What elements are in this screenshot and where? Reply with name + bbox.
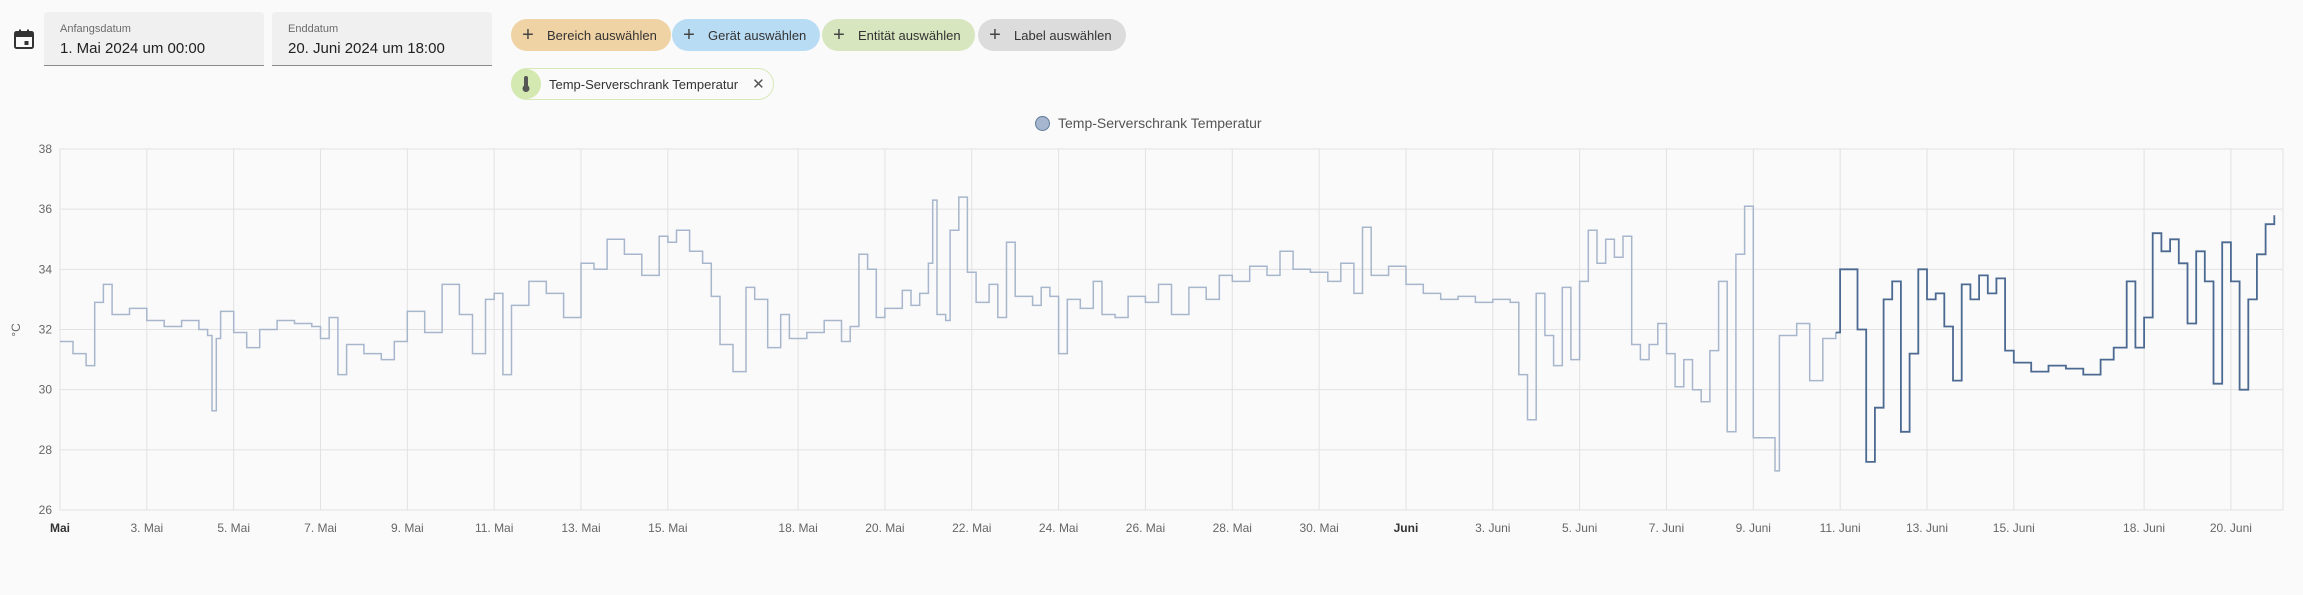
plus-icon: + [989,24,1001,46]
y-tick-label: 28 [39,443,53,457]
series-line-recent [1835,215,2276,463]
x-tick-label: 22. Mai [952,521,991,535]
plus-icon: + [683,24,695,46]
x-tick-label: 18. Juni [2123,521,2165,535]
x-tick-label: 13. Juni [1906,521,1948,535]
x-tick-label: 5. Juni [1562,521,1597,535]
plus-icon: + [833,24,845,46]
y-tick-label: 38 [39,142,53,156]
chip-label: Entität auswählen [858,27,961,43]
x-tick-label: 7. Juni [1649,521,1684,535]
select-entity-chip[interactable]: + Entität auswählen [822,19,975,51]
x-tick-label: 11. Mai [475,521,513,535]
x-tick-label: 30. Mai [1299,521,1338,535]
chart-grid [59,148,2284,511]
thermometer-icon [511,69,541,99]
x-tick-label: 28. Mai [1213,521,1252,535]
x-tick-label: 18. Mai [778,521,817,535]
x-tick-label: 11. Juni [1820,521,1861,535]
x-tick-label: 5. Mai [217,521,250,535]
y-tick-label: 32 [39,323,53,337]
close-icon[interactable]: ✕ [752,76,765,93]
selected-entity-chip[interactable]: Temp-Serverschrank Temperatur ✕ [511,68,774,100]
x-tick-label: 3. Juni [1475,521,1510,535]
y-axis-label: °C [9,323,23,337]
x-axis-ticks: Mai 3. Mai 5. Mai 7. Mai 9. Mai 11. Mai 13. Ma… [50,521,2252,535]
y-tick-label: 34 [39,262,53,276]
x-tick-label: 20. Juni [2210,521,2252,535]
start-date-field[interactable]: Anfangsdatum 1. Mai 2024 um 00:00 [44,12,264,66]
x-tick-label: Juni [1394,521,1419,535]
end-date-label: Enddatum [288,23,339,35]
x-tick-label: 9. Mai [391,521,424,535]
chart-legend-item[interactable]: Temp-Serverschrank Temperatur [1035,115,1262,131]
y-tick-label: 26 [39,503,53,517]
select-label-chip[interactable]: + Label auswählen [978,19,1126,51]
legend-swatch [1035,115,1050,131]
chart-series [60,196,2276,472]
end-date-field[interactable]: Enddatum 20. Juni 2024 um 18:00 [272,12,492,66]
calendar-icon[interactable] [12,27,36,51]
x-tick-label: 7. Mai [304,521,337,535]
x-tick-label: 26. Mai [1126,521,1165,535]
chip-label: Gerät auswählen [708,27,807,43]
chip-label: Label auswählen [1014,27,1112,43]
y-tick-label: 36 [39,202,53,216]
x-tick-label: 13. Mai [561,521,600,535]
y-axis-ticks: 26 28 30 32 34 36 38 [39,142,53,517]
end-date-value: 20. Juni 2024 um 18:00 [288,40,445,57]
x-tick-label: 15. Juni [1993,521,2035,535]
select-area-chip[interactable]: + Bereich auswählen [511,19,671,51]
y-tick-label: 30 [39,383,53,397]
x-tick-label: 20. Mai [865,521,904,535]
series-line-older [60,196,1837,472]
x-tick-label: 9. Juni [1736,521,1771,535]
start-date-label: Anfangsdatum [60,23,131,35]
plus-icon: + [522,24,534,46]
select-device-chip[interactable]: + Gerät auswählen [672,19,821,51]
x-tick-label: 15. Mai [648,521,687,535]
legend-label: Temp-Serverschrank Temperatur [1058,115,1262,131]
selected-entity-label: Temp-Serverschrank Temperatur [549,76,739,92]
x-tick-label: 3. Mai [130,521,163,535]
chip-label: Bereich auswählen [547,27,657,43]
start-date-value: 1. Mai 2024 um 00:00 [60,40,206,57]
x-tick-label: 24. Mai [1039,521,1078,535]
x-tick-label: Mai [50,521,70,535]
